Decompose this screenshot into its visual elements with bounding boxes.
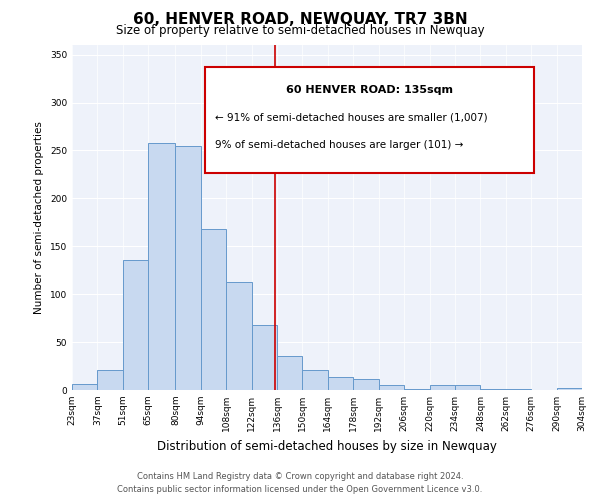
Y-axis label: Number of semi-detached properties: Number of semi-detached properties	[34, 121, 44, 314]
FancyBboxPatch shape	[205, 68, 533, 172]
Text: 60, HENVER ROAD, NEWQUAY, TR7 3BN: 60, HENVER ROAD, NEWQUAY, TR7 3BN	[133, 12, 467, 28]
Text: Size of property relative to semi-detached houses in Newquay: Size of property relative to semi-detach…	[116, 24, 484, 37]
Bar	[97, 370, 123, 390]
Bar	[557, 388, 582, 390]
Bar	[379, 385, 404, 390]
Text: 9% of semi-detached houses are larger (101) →: 9% of semi-detached houses are larger (1…	[215, 140, 463, 150]
Bar	[455, 385, 481, 390]
X-axis label: Distribution of semi-detached houses by size in Newquay: Distribution of semi-detached houses by …	[157, 440, 497, 452]
Bar	[506, 389, 531, 390]
Bar	[277, 356, 302, 390]
Bar	[251, 325, 277, 390]
Text: ← 91% of semi-detached houses are smaller (1,007): ← 91% of semi-detached houses are smalle…	[215, 112, 487, 122]
Bar	[226, 282, 251, 390]
Bar	[148, 143, 175, 390]
Bar	[201, 229, 226, 390]
Bar	[123, 260, 148, 390]
Bar	[481, 389, 506, 390]
Text: Contains HM Land Registry data © Crown copyright and database right 2024.
Contai: Contains HM Land Registry data © Crown c…	[118, 472, 482, 494]
Bar	[302, 370, 328, 390]
Bar	[72, 384, 97, 390]
Bar	[353, 380, 379, 390]
Bar	[404, 389, 430, 390]
Text: 60 HENVER ROAD: 135sqm: 60 HENVER ROAD: 135sqm	[286, 84, 452, 94]
Bar	[175, 146, 201, 390]
Bar	[328, 376, 353, 390]
Bar	[430, 385, 455, 390]
